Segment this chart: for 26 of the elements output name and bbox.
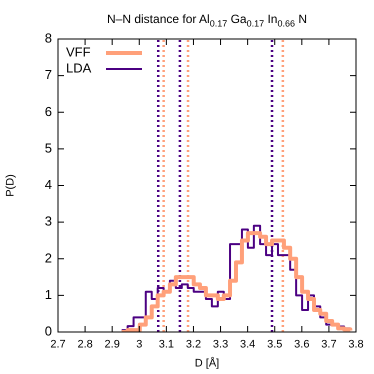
legend-label: LDA xyxy=(66,60,92,76)
y-tick-label: 6 xyxy=(44,104,52,119)
x-tick-label: 3.8 xyxy=(348,338,364,351)
y-tick-label: 4 xyxy=(44,177,52,192)
chart-title: N–N distance for Al$_{0.17}$ Ga$_{0.17}$ In$_{0.66}$ N xyxy=(106,12,308,28)
y-axis-title: P(D) xyxy=(4,174,17,197)
x-tick-label: 3.3 xyxy=(212,338,228,351)
y-tick-label: 3 xyxy=(44,214,52,229)
y-tick-label: 8 xyxy=(44,30,52,46)
x-tick-label: 3.6 xyxy=(294,338,310,351)
x-tick-label: 3.7 xyxy=(321,338,337,351)
y-tick-label: 5 xyxy=(44,140,52,156)
y-tick-label: 7 xyxy=(44,67,52,82)
x-tick-label: 3.5 xyxy=(267,338,282,351)
x-tick-label: 2.8 xyxy=(77,338,93,351)
x-tick-label: 3.2 xyxy=(186,338,202,351)
x-tick-label: 3.4 xyxy=(240,338,256,351)
x-tick-label: 2.9 xyxy=(104,338,120,351)
legend-label: VFF xyxy=(66,44,91,60)
x-tick-label: 3.1 xyxy=(158,338,174,351)
x-tick-label: 2.7 xyxy=(50,338,66,351)
y-tick-label: 1 xyxy=(44,286,52,302)
y-tick-label: 0 xyxy=(44,324,52,339)
y-tick-label: 2 xyxy=(44,250,52,266)
x-tick-label: 3 xyxy=(136,338,142,351)
x-axis-title: D [Å] xyxy=(194,356,220,370)
